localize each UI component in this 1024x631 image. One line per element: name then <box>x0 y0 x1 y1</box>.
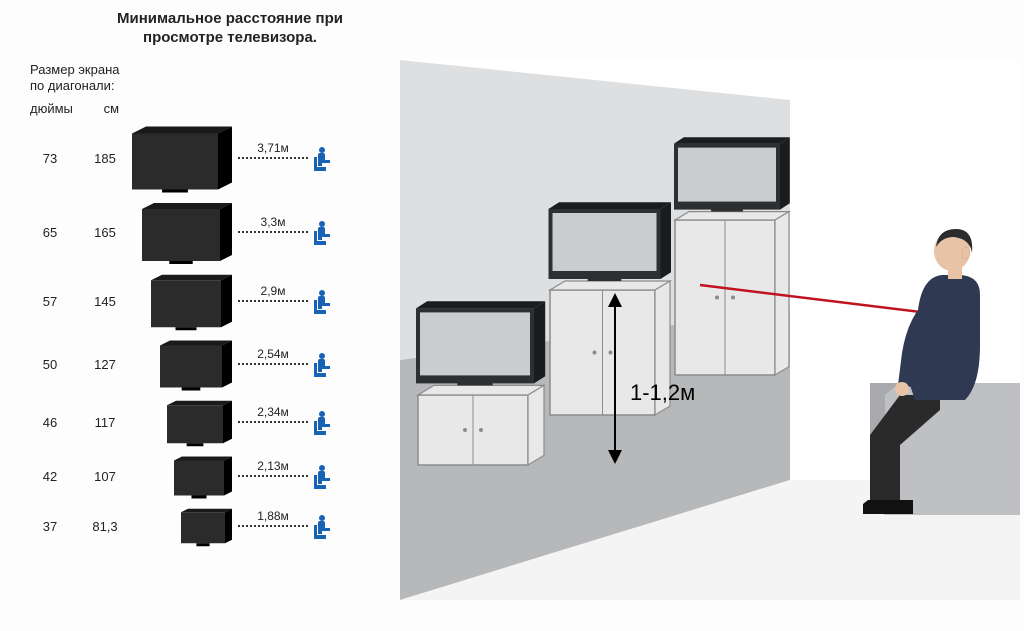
inches-value: 37 <box>20 519 80 534</box>
cm-value: 165 <box>80 225 130 240</box>
table-row: 50 127 2,54м <box>20 334 400 394</box>
viewer-icon <box>312 351 334 377</box>
distance-label: 3,71м <box>238 141 308 155</box>
distance-label: 1,88м <box>238 509 308 523</box>
distance-line: 3,3м <box>238 231 308 233</box>
inches-value: 57 <box>20 294 80 309</box>
title-line-2: просмотре телевизора. <box>143 29 317 46</box>
tv-set-3 <box>674 137 790 375</box>
distance-table: Минимальное расстояние при просмотре тел… <box>20 10 400 550</box>
tv-3d-icon <box>130 502 232 550</box>
inches-value: 73 <box>20 151 80 166</box>
distance-line: 1,88м <box>238 525 308 527</box>
table-row: 73 185 3,71м <box>20 120 400 196</box>
tv-3d-icon <box>130 334 232 394</box>
table-row: 46 117 2,34м <box>20 394 400 450</box>
distance-label: 2,34м <box>238 405 308 419</box>
tv-3d-icon <box>130 120 232 196</box>
distance-label: 2,54м <box>238 347 308 361</box>
tv-3d-icon <box>130 268 232 334</box>
distance-line: 2,54м <box>238 363 308 365</box>
inches-value: 46 <box>20 415 80 430</box>
table-row: 65 165 3,3м <box>20 196 400 268</box>
inches-value: 50 <box>20 357 80 372</box>
tv-3d-icon <box>130 450 232 502</box>
room-scene: 1-1,2м <box>400 60 1020 600</box>
tv-set-1 <box>416 301 545 465</box>
cm-value: 185 <box>80 151 130 166</box>
subtitle-line-1: Размер экрана <box>30 62 119 77</box>
title: Минимальное расстояние при просмотре тел… <box>90 10 370 48</box>
table-row: 57 145 2,9м <box>20 268 400 334</box>
inches-value: 65 <box>20 225 80 240</box>
table-row: 37 81,3 1,88м <box>20 502 400 550</box>
cm-value: 117 <box>80 415 130 430</box>
distance-line: 2,34м <box>238 421 308 423</box>
distance-line: 3,71м <box>238 157 308 159</box>
distance-label: 3,3м <box>238 215 308 229</box>
distance-label: 2,9м <box>238 284 308 298</box>
cm-value: 145 <box>80 294 130 309</box>
distance-label: 2,13м <box>238 459 308 473</box>
distance-line: 2,13м <box>238 475 308 477</box>
distance-line: 2,9м <box>238 300 308 302</box>
viewer-icon <box>312 145 334 171</box>
viewer-icon <box>312 463 334 489</box>
viewer-icon <box>312 513 334 539</box>
column-headers: дюймы см <box>30 101 400 116</box>
subtitle-line-2: по диагонали: <box>30 78 115 93</box>
col-inches: дюймы <box>30 101 100 116</box>
table-row: 42 107 2,13м <box>20 450 400 502</box>
viewer-icon <box>312 219 334 245</box>
col-cm: см <box>104 101 119 116</box>
viewer-icon <box>312 409 334 435</box>
tv-3d-icon <box>130 394 232 450</box>
cm-value: 127 <box>80 357 130 372</box>
tv-3d-icon <box>130 196 232 268</box>
subtitle: Размер экрана по диагонали: <box>30 62 400 96</box>
cm-value: 107 <box>80 469 130 484</box>
inches-value: 42 <box>20 469 80 484</box>
height-label: 1-1,2м <box>630 380 695 406</box>
title-line-1: Минимальное расстояние при <box>117 10 343 27</box>
viewer-icon <box>312 288 334 314</box>
cm-value: 81,3 <box>80 519 130 534</box>
